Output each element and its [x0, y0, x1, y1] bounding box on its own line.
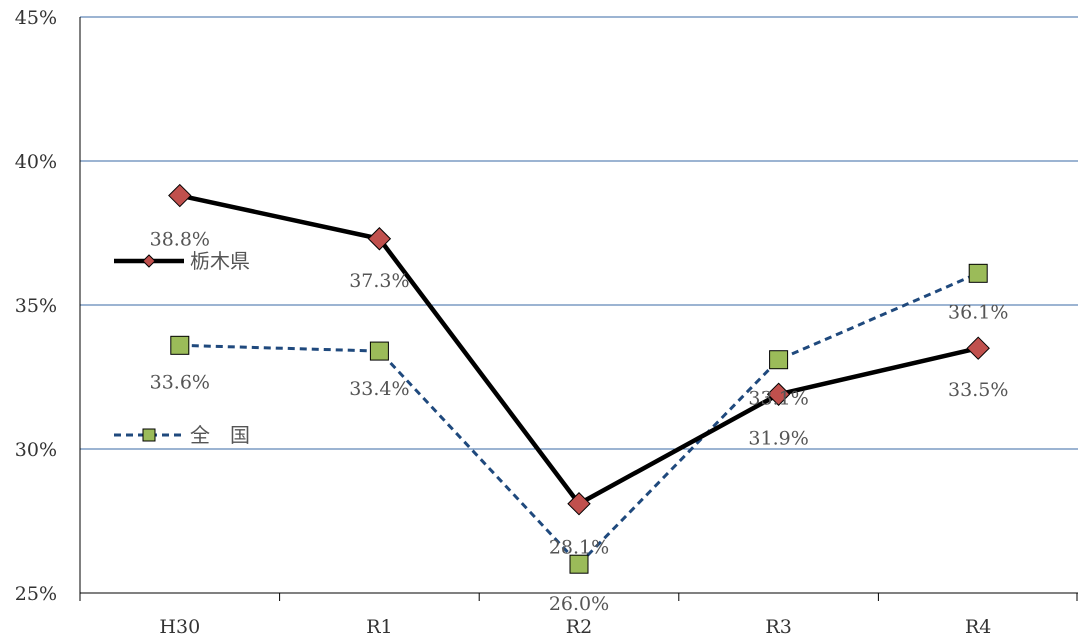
- data-label: 38.8%: [150, 229, 210, 251]
- data-label: 31.9%: [748, 427, 808, 449]
- x-tick-label: R4: [965, 616, 991, 636]
- legend-label: 栃木県: [190, 249, 250, 273]
- data-point-marker: [769, 350, 789, 370]
- data-point-marker: [369, 341, 389, 361]
- data-label: 26.0%: [549, 593, 609, 615]
- data-point-marker: [567, 492, 591, 516]
- x-tick-label: H30: [159, 616, 200, 636]
- legend-label: 全 国: [190, 423, 250, 447]
- data-label: 28.1%: [549, 537, 609, 559]
- data-labels: 38.8% 37.3% 28.1% 31.9% 33.5% 33.6% 33.4% 26.0%…: [150, 229, 1009, 616]
- y-tick-label: 35%: [15, 295, 57, 317]
- x-tick-label: R2: [566, 616, 592, 636]
- data-point-marker: [966, 336, 990, 360]
- data-point-marker: [968, 263, 988, 283]
- legend-marker: [142, 428, 156, 442]
- y-tick-label: 40%: [15, 151, 57, 173]
- series-layer: [168, 183, 990, 574]
- axes: 25% 30% 35% 40% 45% H30 R1 R2 R3 R4: [15, 7, 1078, 636]
- data-label: 33.5%: [948, 379, 1008, 401]
- series-line: [179, 271, 979, 566]
- x-tick-label: R3: [765, 616, 791, 636]
- y-tick-label: 25%: [15, 583, 57, 605]
- y-tick-label: 30%: [15, 439, 57, 461]
- data-label: 33.4%: [349, 378, 409, 400]
- legend-marker: [142, 254, 156, 268]
- data-point-marker: [367, 227, 392, 251]
- y-tick-label: 45%: [15, 7, 57, 29]
- data-label: 37.3%: [349, 270, 409, 292]
- data-label: 33.1%: [748, 388, 808, 410]
- grid-lines: [80, 16, 1078, 450]
- data-point-marker: [170, 335, 190, 355]
- data-point-marker: [766, 382, 791, 406]
- data-point-marker: [168, 183, 192, 208]
- data-label: 33.6%: [150, 371, 210, 393]
- data-label: 36.1%: [948, 301, 1008, 323]
- series-line: [179, 193, 979, 506]
- x-tick-label: R1: [366, 616, 392, 636]
- data-point-marker: [569, 554, 589, 574]
